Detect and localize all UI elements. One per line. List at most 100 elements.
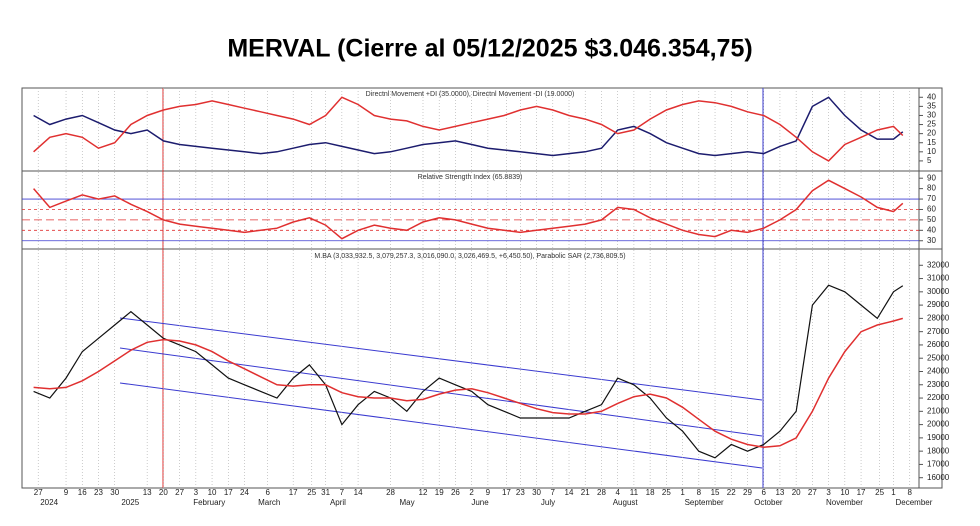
x-tick-label: 22: [727, 488, 736, 497]
x-tick-label: 25: [875, 488, 884, 497]
x-tick-label: 26: [451, 488, 460, 497]
x-month-label: 2024: [40, 498, 58, 507]
panel-title: Relative Strength Index (65.8839): [418, 174, 523, 181]
channel-line: [119, 382, 763, 469]
x-tick-label: 14: [565, 488, 574, 497]
y-tick-label: 27000: [927, 327, 950, 336]
y-tick-label: 5: [927, 156, 932, 165]
y-tick-label: 20: [927, 129, 936, 138]
y-tick-label: 15: [927, 138, 936, 147]
y-tick-label: 29000: [927, 300, 950, 309]
x-tick-label: 14: [354, 488, 363, 497]
panel-title: Directnl Movement +DI (35.0000), Directn…: [366, 91, 575, 98]
x-tick-label: 3: [826, 488, 831, 497]
series-line: [33, 96, 904, 162]
x-tick-label: 16: [78, 488, 87, 497]
x-month-label: December: [896, 498, 933, 507]
series-line: [33, 179, 904, 240]
x-tick-label: 1: [680, 488, 685, 497]
x-month-label: June: [471, 498, 489, 507]
y-tick-label: 30000: [927, 287, 950, 296]
x-tick-label: 17: [857, 488, 866, 497]
x-tick-label: 9: [64, 488, 69, 497]
x-tick-label: 27: [34, 488, 43, 497]
x-tick-label: 3: [194, 488, 199, 497]
x-tick-label: 28: [597, 488, 606, 497]
x-tick-label: 4: [615, 488, 620, 497]
x-tick-label: 25: [307, 488, 316, 497]
x-tick-label: 10: [840, 488, 849, 497]
channel-line: [119, 347, 763, 437]
frame: [21, 87, 943, 489]
x-month-label: February: [193, 498, 225, 507]
x-tick-label: 7: [340, 488, 345, 497]
x-tick-label: 19: [435, 488, 444, 497]
x-month-label: April: [330, 498, 346, 507]
x-month-label: May: [399, 498, 414, 507]
y-tick-label: 16000: [927, 473, 950, 482]
x-tick-label: 7: [551, 488, 556, 497]
x-month-label: March: [258, 498, 280, 507]
x-tick-label: 15: [711, 488, 720, 497]
y-tick-label: 18000: [927, 446, 950, 455]
x-tick-label: 9: [486, 488, 491, 497]
y-tick-label: 40: [927, 92, 936, 101]
series-line: [33, 317, 904, 448]
x-tick-label: 25: [662, 488, 671, 497]
x-tick-label: 21: [581, 488, 590, 497]
y-tick-label: 30: [927, 236, 936, 245]
y-tick-label: 60: [927, 205, 936, 214]
y-tick-label: 22000: [927, 393, 950, 402]
x-month-label: September: [685, 498, 724, 507]
y-tick-label: 23000: [927, 380, 950, 389]
y-tick-label: 40: [927, 225, 936, 234]
y-tick-label: 90: [927, 173, 936, 182]
x-tick-label: 24: [240, 488, 249, 497]
x-tick-label: 30: [532, 488, 541, 497]
x-tick-label: 27: [175, 488, 184, 497]
x-month-label: November: [826, 498, 863, 507]
channel-line: [119, 317, 763, 401]
x-month-label: July: [541, 498, 555, 507]
x-tick-label: 23: [94, 488, 103, 497]
x-tick-label: 13: [143, 488, 152, 497]
x-tick-label: 6: [265, 488, 270, 497]
y-tick-label: 50: [927, 215, 936, 224]
x-tick-label: 1: [891, 488, 896, 497]
x-month-label: October: [754, 498, 783, 507]
x-tick-label: 31: [321, 488, 330, 497]
x-tick-label: 20: [159, 488, 168, 497]
x-month-label: 2025: [121, 498, 139, 507]
x-tick-label: 28: [386, 488, 395, 497]
y-tick-label: 31000: [927, 274, 950, 283]
x-tick-label: 12: [419, 488, 428, 497]
x-tick-label: 10: [208, 488, 217, 497]
x-tick-label: 18: [646, 488, 655, 497]
x-tick-label: 17: [502, 488, 511, 497]
x-tick-label: 6: [761, 488, 766, 497]
y-tick-label: 20000: [927, 420, 950, 429]
y-tick-label: 32000: [927, 260, 950, 269]
x-tick-label: 30: [110, 488, 119, 497]
y-tick-label: 70: [927, 194, 936, 203]
x-tick-label: 17: [289, 488, 298, 497]
x-tick-label: 8: [697, 488, 702, 497]
y-tick-label: 10: [927, 147, 936, 156]
x-tick-label: 11: [630, 488, 639, 497]
x-tick-label: 2: [469, 488, 474, 497]
y-tick-label: 80: [927, 184, 936, 193]
y-tick-label: 19000: [927, 433, 950, 442]
x-tick-label: 20: [792, 488, 801, 497]
x-tick-label: 13: [775, 488, 784, 497]
y-tick-label: 21000: [927, 406, 950, 415]
y-tick-label: 26000: [927, 340, 950, 349]
x-tick-label: 17: [224, 488, 233, 497]
x-tick-label: 23: [516, 488, 525, 497]
x-month-label: August: [613, 498, 639, 507]
x-tick-label: 29: [743, 488, 752, 497]
panel-title: M.BA (3,033,932.5, 3,079,257.3, 3,016,09…: [314, 253, 625, 260]
y-tick-label: 35: [927, 101, 936, 110]
y-tick-label: 28000: [927, 313, 950, 322]
x-tick-label: 8: [908, 488, 913, 497]
